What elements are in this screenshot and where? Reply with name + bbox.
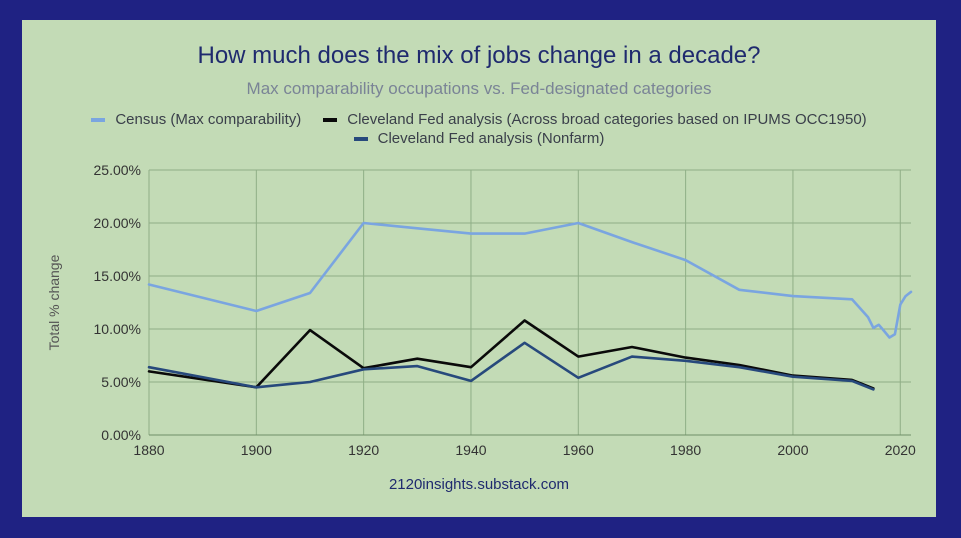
- series-line-census: [147, 221, 913, 339]
- legend-item-fed-nonfarm: Cleveland Fed analysis (Nonfarm): [353, 130, 605, 147]
- legend-label-fed-nonfarm: Cleveland Fed analysis (Nonfarm): [377, 130, 605, 147]
- x-tick-label: 2000: [777, 442, 808, 458]
- legend-swatch-census: [91, 117, 106, 122]
- chart-title: How much does the mix of jobs change in …: [197, 42, 761, 69]
- legend-label-census: Census (Max comparability): [115, 111, 302, 128]
- line-chart: 0.00% 5.00% 10.00% 15.00% 20.00% 25.00% 1880 19…: [46, 162, 916, 458]
- series-line-fed-broad: [147, 319, 875, 390]
- y-tick-label: 0.00%: [101, 427, 141, 443]
- legend-swatch-fed-broad: [323, 117, 338, 122]
- x-tick-label: 1900: [241, 442, 272, 458]
- x-tick-label: 1980: [670, 442, 701, 458]
- chart-panel: How much does the mix of jobs change in …: [22, 20, 936, 517]
- x-tick-label: 1960: [563, 442, 594, 458]
- source-credit: 2120insights.substack.com: [388, 476, 570, 493]
- y-tick-label: 15.00%: [94, 268, 141, 284]
- legend-row-2: Cleveland Fed analysis (Nonfarm): [22, 130, 936, 147]
- y-tick-label: 25.00%: [94, 162, 141, 178]
- y-tick-label: 10.00%: [94, 321, 141, 337]
- x-tick-label: 1880: [133, 442, 164, 458]
- legend-row-1: Census (Max comparability) Cleveland Fed…: [22, 111, 936, 128]
- chart-subtitle: Max comparability occupations vs. Fed-de…: [246, 79, 712, 98]
- y-tick-label: 20.00%: [94, 215, 141, 231]
- legend-label-fed-broad: Cleveland Fed analysis (Across broad cat…: [347, 111, 867, 128]
- x-tick-label: 2020: [885, 442, 916, 458]
- x-tick-label: 1940: [455, 442, 486, 458]
- legend-item-census: Census (Max comparability): [91, 111, 301, 128]
- y-tick-label: 5.00%: [101, 374, 141, 390]
- y-axis-title: Total % change: [46, 254, 62, 350]
- x-tick-label: 1920: [348, 442, 379, 458]
- series-line-fed-nonfarm: [147, 341, 875, 391]
- legend-item-fed-broad: Cleveland Fed analysis (Across broad cat…: [323, 111, 867, 128]
- legend-swatch-fed-nonfarm: [353, 136, 368, 141]
